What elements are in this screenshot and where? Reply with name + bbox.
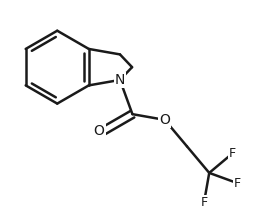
Text: N: N xyxy=(115,73,125,87)
Text: F: F xyxy=(228,147,236,160)
Text: O: O xyxy=(93,124,104,138)
Text: O: O xyxy=(159,113,170,127)
Text: F: F xyxy=(234,177,241,190)
Text: F: F xyxy=(200,196,208,209)
